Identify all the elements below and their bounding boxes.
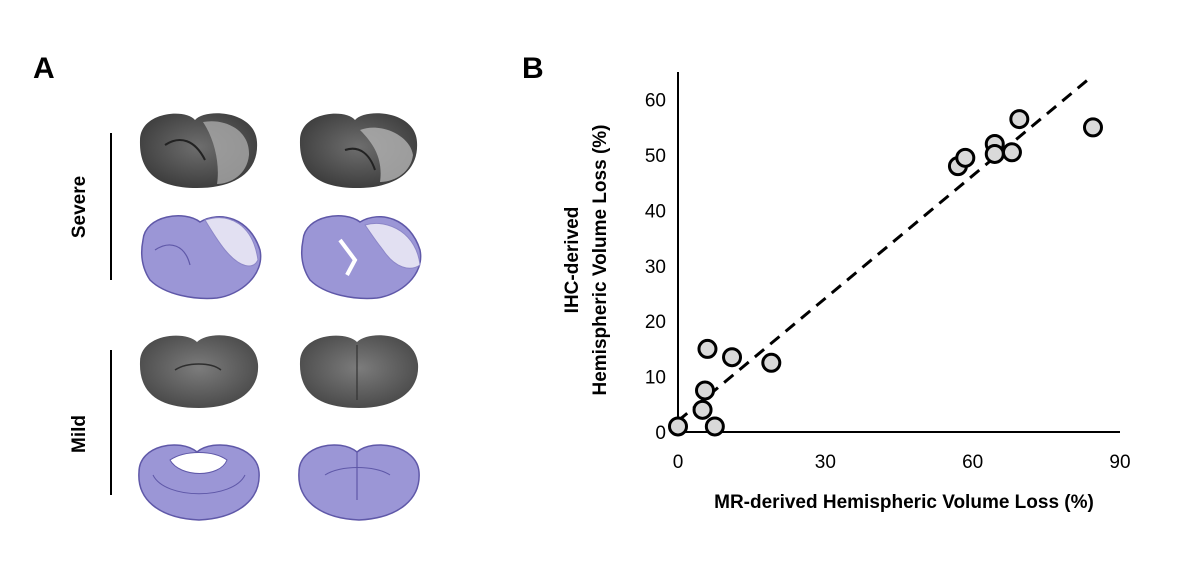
mild-stain-slice-1	[138, 444, 260, 521]
y-tick-label: 0	[655, 423, 666, 444]
data-point	[955, 147, 976, 168]
data-point	[668, 416, 688, 437]
y-tick-label: 10	[645, 368, 666, 389]
severe-group-label: Severe	[69, 175, 90, 239]
x-tick-label: 90	[1109, 452, 1130, 473]
mild-mri-slice-1	[139, 335, 259, 408]
y-tick-label: 30	[645, 257, 666, 278]
severe-mri-slice-2	[299, 113, 418, 188]
panel-a-label: A	[33, 52, 55, 85]
mild-stain-slice-2	[298, 444, 420, 521]
mild-group-bar	[110, 350, 112, 495]
scatter-chart: IHC-derived Hemispheric Volume Loss (%) …	[562, 72, 1131, 513]
trend-line	[677, 76, 1092, 423]
y-tick-label: 20	[645, 312, 666, 333]
panel-b-label: B	[522, 52, 544, 85]
y-axis-label-line-1: IHC-derived	[562, 207, 583, 314]
data-point	[1082, 117, 1103, 138]
data-point	[695, 380, 716, 401]
data-point	[697, 338, 718, 359]
y-tick-label: 60	[645, 91, 666, 112]
data-point	[1001, 142, 1022, 163]
x-tick-label: 0	[673, 452, 684, 473]
y-axis-label-line-2: Hemispheric Volume Loss (%)	[590, 125, 611, 396]
y-tick-label: 40	[645, 201, 666, 222]
data-point	[984, 143, 1005, 164]
y-tick-label: 50	[645, 146, 666, 167]
severe-group-bar	[110, 133, 112, 280]
brain-slice-images	[138, 113, 422, 521]
data-point	[692, 399, 713, 420]
x-tick-label: 30	[815, 452, 836, 473]
data-point	[722, 347, 743, 368]
severe-mri-slice-1	[139, 113, 258, 188]
x-tick-label: 60	[962, 452, 983, 473]
data-point	[761, 352, 782, 373]
mild-mri-slice-2	[299, 335, 419, 408]
severe-stain-slice-2	[300, 215, 422, 300]
data-point	[1009, 109, 1030, 130]
data-point	[704, 416, 725, 437]
x-axis-label: MR-derived Hemispheric Volume Loss (%)	[714, 492, 1094, 513]
severe-stain-slice-1	[140, 215, 262, 300]
mild-group-label: Mild	[69, 415, 90, 453]
